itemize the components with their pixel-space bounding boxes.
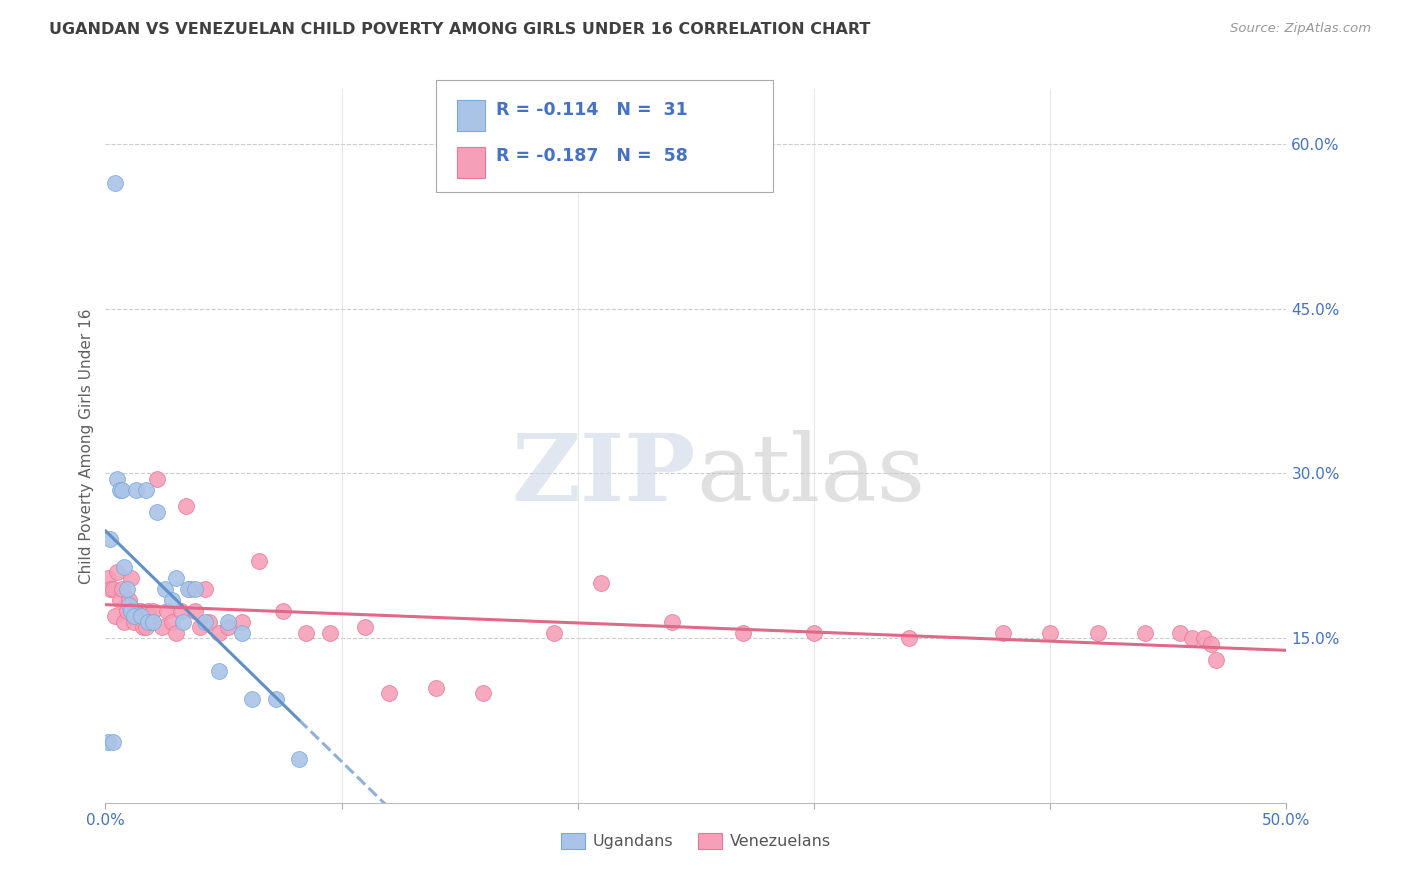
Ugandans xyxy=(104,176,127,190)
Ugandans xyxy=(264,691,287,706)
Ugandans xyxy=(288,752,311,766)
Venezuelans xyxy=(97,571,120,585)
Venezuelans xyxy=(179,582,201,596)
Ugandans xyxy=(105,472,128,486)
Venezuelans xyxy=(132,620,155,634)
Venezuelans xyxy=(208,625,231,640)
Venezuelans xyxy=(129,604,152,618)
Venezuelans xyxy=(194,582,217,596)
Ugandans xyxy=(112,559,135,574)
Text: R = -0.114   N =  31: R = -0.114 N = 31 xyxy=(496,101,688,119)
Venezuelans xyxy=(354,620,377,634)
Venezuelans xyxy=(104,609,127,624)
Ugandans xyxy=(111,483,134,497)
Text: Source: ZipAtlas.com: Source: ZipAtlas.com xyxy=(1230,22,1371,36)
Venezuelans xyxy=(378,686,401,700)
Venezuelans xyxy=(1133,625,1156,640)
Venezuelans xyxy=(1199,637,1222,651)
Venezuelans xyxy=(1087,625,1109,640)
Ugandans xyxy=(153,582,176,596)
Ugandans xyxy=(118,598,141,612)
Venezuelans xyxy=(122,615,145,629)
Ugandans xyxy=(165,571,187,585)
Venezuelans xyxy=(165,625,187,640)
Ugandans xyxy=(172,615,194,629)
Y-axis label: Child Poverty Among Girls Under 16: Child Poverty Among Girls Under 16 xyxy=(79,309,94,583)
Text: R = -0.187   N =  58: R = -0.187 N = 58 xyxy=(496,147,688,165)
Ugandans xyxy=(231,625,253,640)
Venezuelans xyxy=(170,604,193,618)
Venezuelans xyxy=(125,604,148,618)
Venezuelans xyxy=(1039,625,1062,640)
Venezuelans xyxy=(120,571,142,585)
Venezuelans xyxy=(1192,631,1215,645)
Venezuelans xyxy=(98,582,121,596)
Legend: Ugandans, Venezuelans: Ugandans, Venezuelans xyxy=(555,826,837,855)
Venezuelans xyxy=(108,592,131,607)
Venezuelans xyxy=(803,625,825,640)
Venezuelans xyxy=(733,625,755,640)
Venezuelans xyxy=(188,620,211,634)
Venezuelans xyxy=(146,472,169,486)
Venezuelans xyxy=(231,615,253,629)
Ugandans xyxy=(160,592,183,607)
Ugandans xyxy=(146,505,169,519)
Ugandans xyxy=(184,582,207,596)
Venezuelans xyxy=(198,615,221,629)
Venezuelans xyxy=(661,615,683,629)
Venezuelans xyxy=(472,686,495,700)
Venezuelans xyxy=(105,566,128,580)
Ugandans xyxy=(120,604,142,618)
Venezuelans xyxy=(1205,653,1227,667)
Ugandans xyxy=(217,615,239,629)
Venezuelans xyxy=(118,592,141,607)
Text: ZIP: ZIP xyxy=(512,430,696,519)
Venezuelans xyxy=(111,582,134,596)
Venezuelans xyxy=(101,582,124,596)
Ugandans xyxy=(115,582,138,596)
Ugandans xyxy=(129,609,152,624)
Ugandans xyxy=(97,735,120,749)
Text: UGANDAN VS VENEZUELAN CHILD POVERTY AMONG GIRLS UNDER 16 CORRELATION CHART: UGANDAN VS VENEZUELAN CHILD POVERTY AMON… xyxy=(49,22,870,37)
Venezuelans xyxy=(184,604,207,618)
Venezuelans xyxy=(160,615,183,629)
Venezuelans xyxy=(897,631,920,645)
Ugandans xyxy=(122,609,145,624)
Venezuelans xyxy=(991,625,1014,640)
Ugandans xyxy=(108,483,131,497)
Venezuelans xyxy=(543,625,565,640)
Venezuelans xyxy=(1181,631,1204,645)
Venezuelans xyxy=(156,604,179,618)
Text: atlas: atlas xyxy=(696,430,925,519)
Venezuelans xyxy=(136,604,159,618)
Venezuelans xyxy=(319,625,342,640)
Ugandans xyxy=(101,735,124,749)
Venezuelans xyxy=(112,615,135,629)
Ugandans xyxy=(240,691,263,706)
Ugandans xyxy=(125,483,148,497)
Venezuelans xyxy=(425,681,447,695)
Venezuelans xyxy=(1168,625,1191,640)
Venezuelans xyxy=(150,620,173,634)
Venezuelans xyxy=(135,620,157,634)
Venezuelans xyxy=(128,604,150,618)
Ugandans xyxy=(98,533,121,547)
Ugandans xyxy=(177,582,200,596)
Venezuelans xyxy=(174,500,197,514)
Ugandans xyxy=(208,664,231,678)
Ugandans xyxy=(194,615,217,629)
Venezuelans xyxy=(115,604,138,618)
Venezuelans xyxy=(217,620,239,634)
Venezuelans xyxy=(247,554,270,568)
Ugandans xyxy=(135,483,157,497)
Ugandans xyxy=(136,615,159,629)
Venezuelans xyxy=(591,576,613,591)
Venezuelans xyxy=(295,625,318,640)
Ugandans xyxy=(142,615,165,629)
Venezuelans xyxy=(271,604,294,618)
Venezuelans xyxy=(142,604,165,618)
Venezuelans xyxy=(139,615,162,629)
